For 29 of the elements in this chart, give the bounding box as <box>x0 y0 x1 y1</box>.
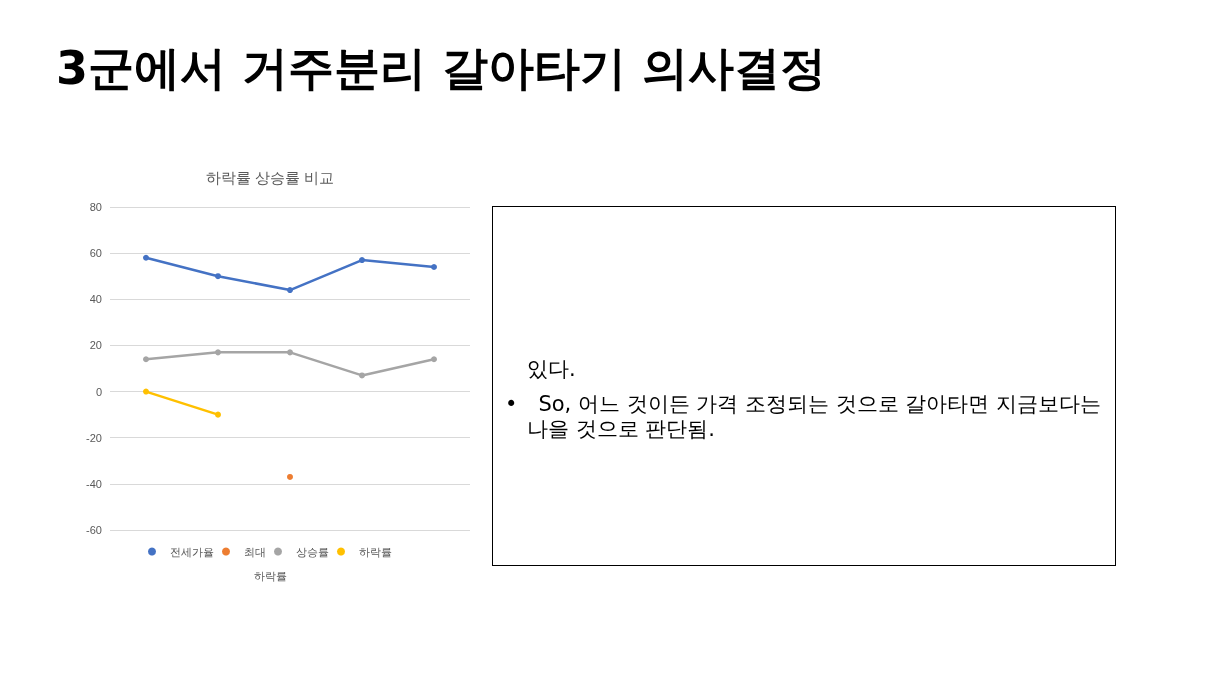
point <box>431 263 437 270</box>
point <box>143 388 149 395</box>
y-tick-label: -20 <box>86 431 102 444</box>
y-tick-label: 40 <box>89 293 102 306</box>
x-axis-title: 하락률 <box>253 569 287 582</box>
point <box>143 356 149 363</box>
chart-subtitle: 하락률 상승률 비교 <box>205 169 335 186</box>
legend-label: 하락률 <box>359 545 392 558</box>
y-tick-label: 20 <box>89 339 102 352</box>
point <box>215 411 221 418</box>
text: • So, 어느 것이든 가격 조정되는 것으로 갈아타면 지금보다는 나을 것으로 판단됨. <box>505 392 1102 442</box>
point <box>287 349 293 356</box>
legend-label: 상승률 <box>296 545 329 558</box>
legend-label: 전세가율 <box>170 545 214 558</box>
legend-label: 최대 <box>244 545 266 558</box>
point <box>215 349 221 356</box>
y-tick-label: -40 <box>86 477 102 490</box>
y-tick-label: 0 <box>95 385 102 398</box>
chart-title: 3군에서 거주분리 갈아타기 의사결정 <box>56 40 827 97</box>
point <box>143 254 149 261</box>
text: 있다. <box>526 357 577 382</box>
point <box>215 273 221 280</box>
point <box>359 257 365 264</box>
point <box>359 372 365 379</box>
y-tick-label: 80 <box>89 201 102 213</box>
point <box>431 356 437 363</box>
y-tick-label: -60 <box>86 524 102 536</box>
y-tick-label: 60 <box>89 247 102 260</box>
point <box>287 287 293 294</box>
